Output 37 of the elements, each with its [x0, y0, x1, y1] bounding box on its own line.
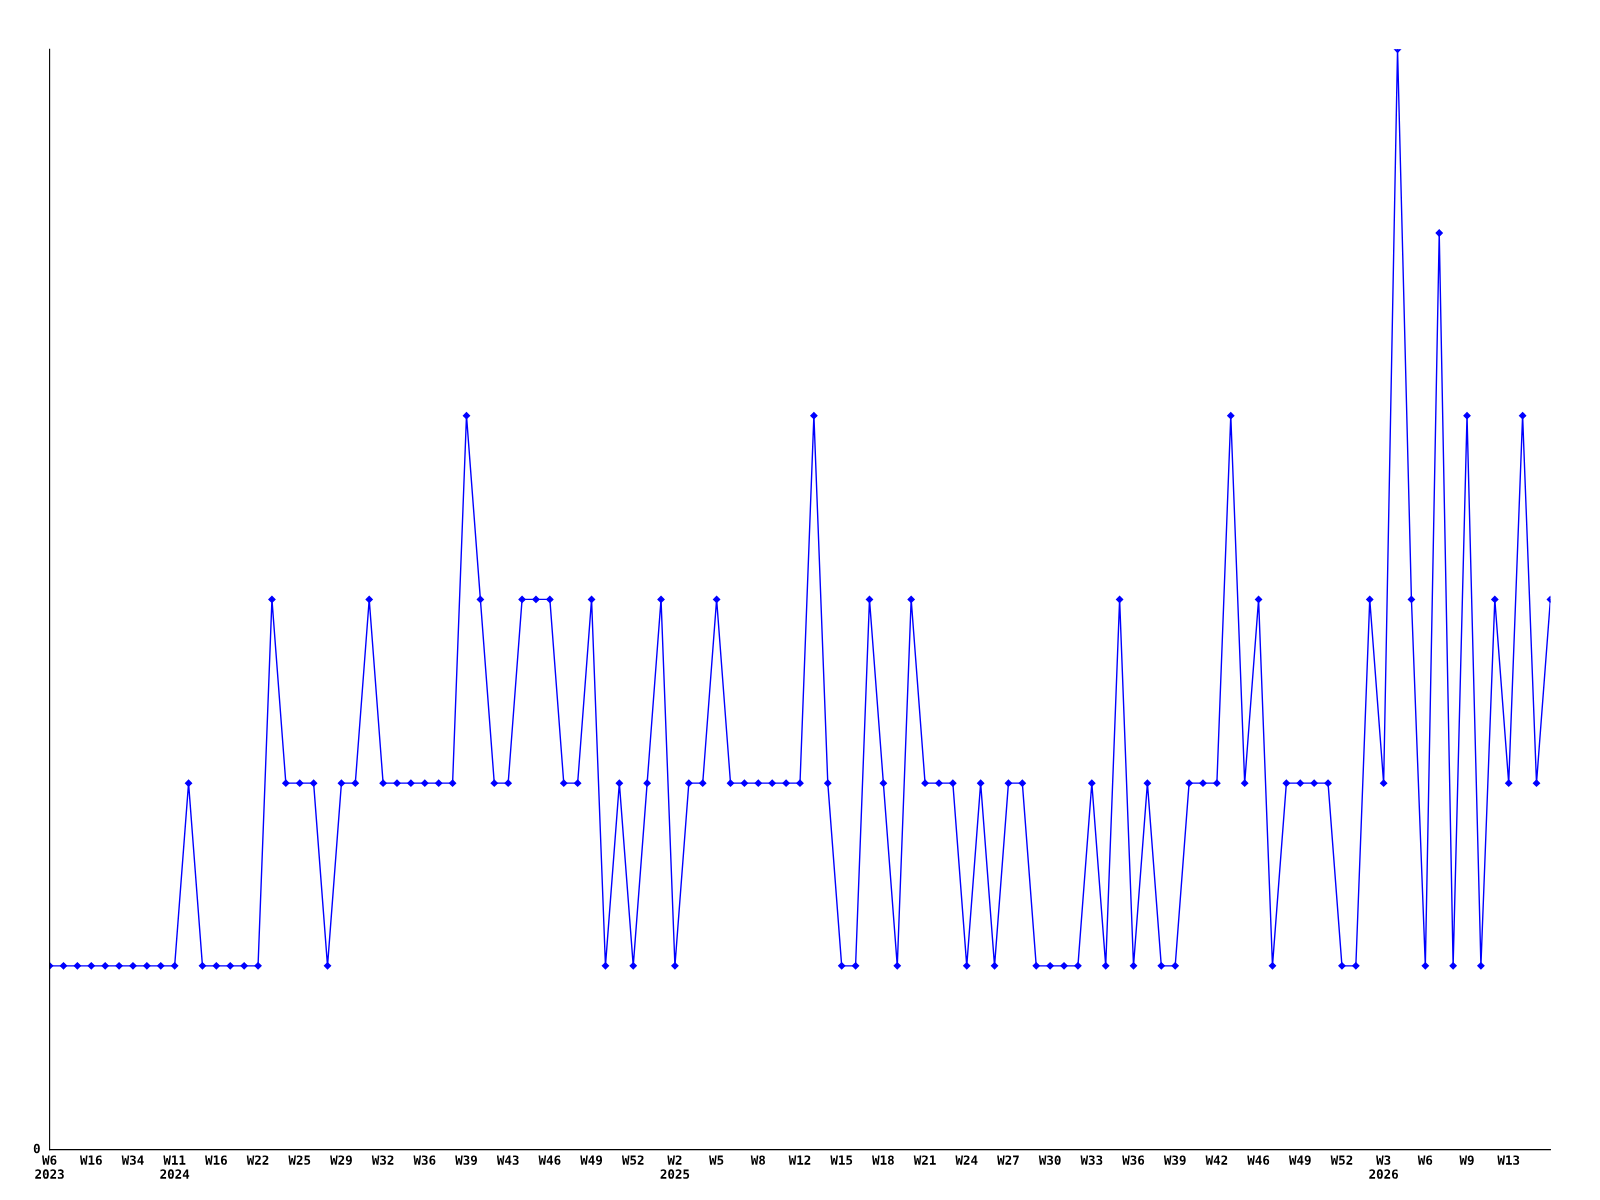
- x-tick-label: W34: [121, 1155, 144, 1165]
- x-tick-label: W11 2024: [160, 1155, 190, 1179]
- x-tick-label: W32: [371, 1155, 394, 1165]
- x-tick-label: W21: [913, 1155, 936, 1165]
- text: 0: [33, 1143, 40, 1154]
- x-tick-label: W25: [288, 1155, 311, 1165]
- x-tick-label: W29: [330, 1155, 352, 1165]
- x-tick-label: W2 2025: [660, 1155, 690, 1179]
- x-tick-label: W42: [1205, 1155, 1228, 1165]
- x-tick-label: W49: [580, 1155, 603, 1165]
- x-tick-label: W12: [788, 1155, 811, 1165]
- x-tick-label: W5: [709, 1155, 724, 1165]
- x-tick-label: W24: [955, 1155, 978, 1165]
- x-tick-label: W33: [1080, 1155, 1103, 1165]
- x-tick-label: W8: [750, 1155, 766, 1165]
- x-tick-label: W16: [80, 1155, 102, 1165]
- x-tick-label: W43: [496, 1155, 519, 1165]
- x-tick-label: W46: [538, 1155, 561, 1165]
- x-tick-label: W39: [455, 1155, 477, 1165]
- x-tick-label: W6 2023: [35, 1155, 64, 1179]
- x-tick-label: W49: [1288, 1155, 1311, 1165]
- x-tick-label: W39: [1163, 1155, 1186, 1165]
- x-tick-label: W6: [1417, 1155, 1433, 1165]
- x-tick-label: W27: [997, 1155, 1019, 1165]
- x-tick-label: W52: [1330, 1155, 1353, 1165]
- x-tick-label: W13: [1497, 1155, 1520, 1165]
- x-tick-label: W22: [246, 1155, 269, 1165]
- x-tick-label: W15: [830, 1155, 853, 1165]
- x-tick-label: W52: [621, 1155, 644, 1165]
- x-tick-label: W36: [1122, 1155, 1145, 1165]
- x-tick-label: W46: [1247, 1155, 1270, 1165]
- x-tick-label: W18: [872, 1155, 894, 1165]
- x-tick-label: W16: [205, 1155, 227, 1165]
- x-tick-label: W3 2026: [1369, 1155, 1399, 1179]
- x-tick-label: W36: [413, 1155, 436, 1165]
- x-tick-label: W9: [1459, 1155, 1474, 1165]
- x-tick-label: W30: [1038, 1155, 1061, 1165]
